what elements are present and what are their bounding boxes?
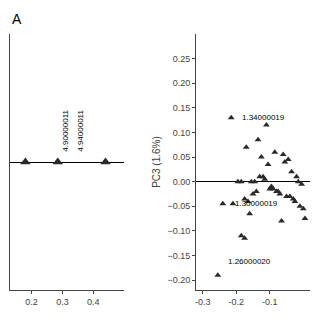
svg-text:0.4: 0.4 <box>87 297 100 307</box>
svg-text:4.90000011: 4.90000011 <box>61 109 70 151</box>
svg-text:−0.20: −0.20 <box>167 275 190 285</box>
svg-text:4.94000011: 4.94000011 <box>76 110 85 152</box>
svg-text:1.30000019: 1.30000019 <box>235 199 278 208</box>
svg-text:0.00: 0.00 <box>173 177 191 187</box>
svg-text:0.20: 0.20 <box>173 78 191 88</box>
svg-text:PC3 (1.6%): PC3 (1.6%) <box>151 136 162 188</box>
svg-text:1.26000020: 1.26000020 <box>228 257 271 266</box>
svg-text:−0.10: −0.10 <box>167 226 190 236</box>
svg-text:-0.3: -0.3 <box>195 297 211 307</box>
svg-text:−0.15: −0.15 <box>167 251 190 261</box>
svg-text:0.15: 0.15 <box>173 103 191 113</box>
svg-text:0.3: 0.3 <box>56 297 69 307</box>
svg-text:1.34000019: 1.34000019 <box>242 113 285 122</box>
svg-text:0.10: 0.10 <box>173 128 191 138</box>
svg-text:0.05: 0.05 <box>173 152 191 162</box>
svg-text:-0.1: -0.1 <box>262 297 278 307</box>
svg-text:0.2: 0.2 <box>25 297 38 307</box>
svg-text:0.25: 0.25 <box>173 54 191 64</box>
svg-text:A: A <box>12 11 22 27</box>
svg-text:-0.2: -0.2 <box>228 297 244 307</box>
svg-text:−0.05: −0.05 <box>167 201 190 211</box>
